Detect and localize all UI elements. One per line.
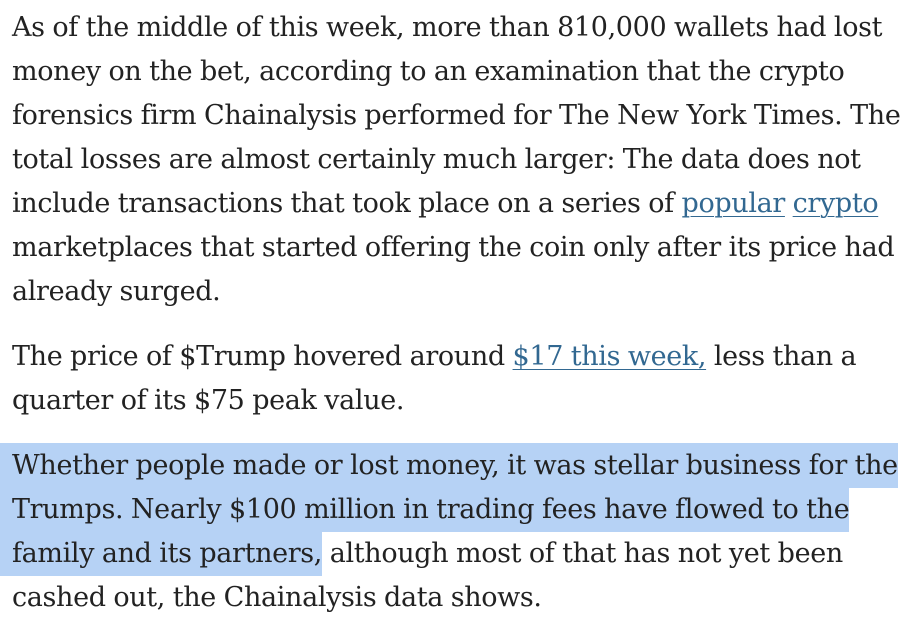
paragraph-trading-fees: Whether people made or lost money, it wa… (0, 443, 898, 620)
text-line: The price of $Trump hovered around $17 t… (12, 335, 892, 379)
selected-text[interactable]: family and its partners, (0, 531, 322, 576)
text-segment: The price of $Trump hovered around (12, 341, 513, 372)
text-segment: although most of that has not yet been (322, 538, 843, 569)
popular-link[interactable]: popular (681, 188, 786, 219)
text-line: total losses are almost certainly much l… (12, 144, 861, 175)
text-line: Trumps. Nearly $100 million in trading f… (0, 487, 892, 532)
text-line: Whether people made or lost money, it wa… (0, 443, 898, 488)
paragraph-wallet-losses: As of the middle of this week, more than… (12, 6, 900, 314)
text-line: family and its partners, although most o… (0, 531, 892, 576)
paragraph-trump-price: The price of $Trump hovered around $17 t… (12, 335, 892, 423)
text-line: include transactions that took place on … (12, 182, 892, 226)
selected-text[interactable]: Whether people made or lost money, it wa… (0, 443, 898, 488)
crypto-link[interactable]: crypto (792, 188, 879, 219)
text-line: marketplaces that started offering the c… (12, 232, 895, 263)
price-this-week-link[interactable]: $17 this week, (512, 341, 707, 372)
text-line: already surged. (12, 276, 221, 307)
text-line: quarter of its $75 peak value. (12, 385, 405, 416)
text-line: cashed out, the Chainalysis data shows. (12, 582, 542, 613)
text-segment: less than a (706, 341, 857, 372)
text-line: forensics firm Chainalysis performed for… (12, 100, 900, 131)
text-line: As of the middle of this week, more than… (12, 12, 883, 43)
article-body: As of the middle of this week, more than… (0, 6, 900, 641)
text-segment: include transactions that took place on … (12, 188, 682, 219)
selected-text[interactable]: Trumps. Nearly $100 million in trading f… (0, 487, 850, 532)
text-line: money on the bet, according to an examin… (12, 56, 845, 87)
